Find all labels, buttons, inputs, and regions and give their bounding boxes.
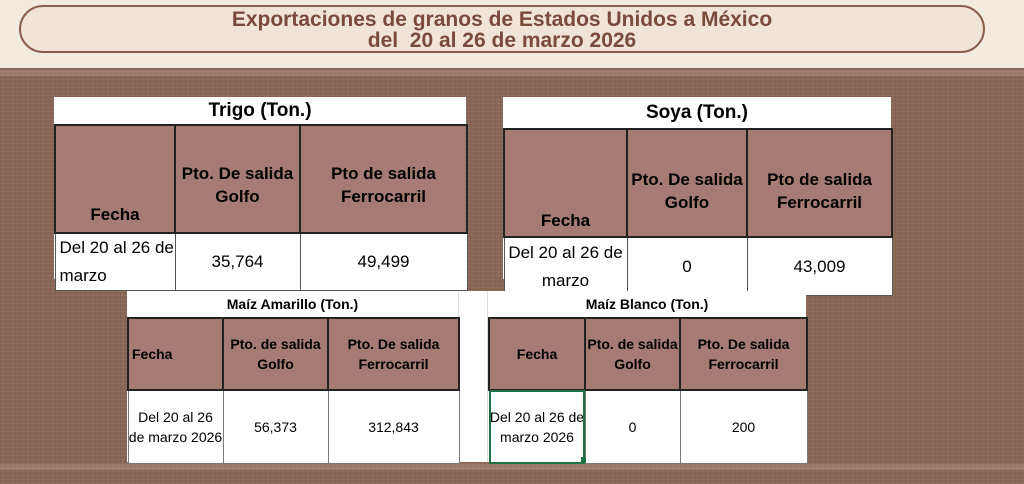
soya-panel: Soya (Ton.) Fecha Pto. De salida Golfo P… xyxy=(503,97,893,296)
cell-fecha-selected[interactable]: Del 20 al 26 de marzo 2026 xyxy=(488,389,586,464)
cell-ferrocarril[interactable]: 49,499 xyxy=(299,232,468,291)
table-row: Del 20 al 26 de marzo 0 43,009 xyxy=(503,236,893,296)
header-band: Exportaciones de granos de Estados Unido… xyxy=(0,0,1024,68)
table-row: Del 20 al 26 de marzo 35,764 49,499 xyxy=(54,232,468,291)
maiz-blanco-panel: Maíz Blanco (Ton.) Fecha Pto. de salida … xyxy=(488,291,808,464)
header-fecha: Fecha xyxy=(54,124,176,234)
header-golfo: Pto. De salida Golfo xyxy=(174,124,301,234)
cell-ferrocarril[interactable]: 200 xyxy=(679,389,808,464)
page-title-line-1: Exportaciones de granos de Estados Unido… xyxy=(231,8,773,31)
header-fecha: Fecha xyxy=(503,128,628,238)
page-title: Exportaciones de granos de Estados Unido… xyxy=(19,5,985,53)
cell-ferrocarril[interactable]: 312,843 xyxy=(327,389,460,464)
soya-title: Soya (Ton.) xyxy=(645,102,749,123)
cell-fecha[interactable]: Del 20 al 26 de marzo xyxy=(54,232,176,291)
burlap-stripe xyxy=(0,70,1024,76)
header-ferrocarril: Pto de salida Ferrocarril xyxy=(746,128,893,238)
maiz-amarillo-table: Fecha Pto. de salida Golfo Pto. De salid… xyxy=(127,317,460,464)
table-row: Del 20 al 26 de marzo 2026 0 200 xyxy=(488,389,808,464)
cell-golfo[interactable]: 56,373 xyxy=(222,389,329,464)
header-fecha: Fecha xyxy=(488,317,586,391)
maiz-amarillo-title: Maíz Amarillo (Ton.) xyxy=(226,296,359,312)
burlap-stripe xyxy=(0,464,1024,470)
soya-table: Fecha Pto. De salida Golfo Pto de salida… xyxy=(503,128,893,296)
header-golfo: Pto. De salida Golfo xyxy=(626,128,748,238)
header-golfo: Pto. de salida Golfo xyxy=(222,317,329,391)
cell-golfo[interactable]: 0 xyxy=(584,389,681,464)
header-fecha: Fecha xyxy=(127,317,224,391)
trigo-panel: Trigo (Ton.) Fecha Pto. De salida Golfo … xyxy=(54,97,468,291)
header-ferrocarril: Pto. De salida Ferrocarril xyxy=(327,317,460,391)
trigo-table: Fecha Pto. De salida Golfo Pto de salida… xyxy=(54,124,468,291)
selection-fill-handle[interactable] xyxy=(581,457,586,462)
table-header-row: Fecha Pto. de salida Golfo Pto. De salid… xyxy=(127,317,460,391)
cell-golfo[interactable]: 0 xyxy=(626,236,748,296)
page-title-line-2: del 20 al 26 de marzo 2026 xyxy=(367,29,637,52)
cell-fecha[interactable]: Del 20 al 26 de marzo 2026 xyxy=(127,389,224,464)
table-header-row: Fecha Pto. De salida Golfo Pto de salida… xyxy=(54,124,468,234)
header-golfo: Pto. de salida Golfo xyxy=(584,317,681,391)
table-header-row: Fecha Pto. de salida Golfo Pto. De salid… xyxy=(488,317,808,391)
maiz-blanco-title: Maíz Blanco (Ton.) xyxy=(585,296,709,312)
header-ferrocarril: Pto de salida Ferrocarril xyxy=(299,124,468,234)
cell-ferrocarril[interactable]: 43,009 xyxy=(746,236,893,296)
trigo-title: Trigo (Ton.) xyxy=(208,100,312,121)
maiz-amarillo-panel: Maíz Amarillo (Ton.) Fecha Pto. de salid… xyxy=(127,291,460,464)
header-ferrocarril: Pto. De salida Ferrocarril xyxy=(679,317,808,391)
spreadsheet-gap-column xyxy=(458,291,488,462)
table-header-row: Fecha Pto. De salida Golfo Pto de salida… xyxy=(503,128,893,238)
maiz-blanco-table: Fecha Pto. de salida Golfo Pto. De salid… xyxy=(488,317,808,464)
cell-fecha[interactable]: Del 20 al 26 de marzo xyxy=(503,236,628,296)
cell-golfo[interactable]: 35,764 xyxy=(174,232,301,291)
table-row: Del 20 al 26 de marzo 2026 56,373 312,84… xyxy=(127,389,460,464)
